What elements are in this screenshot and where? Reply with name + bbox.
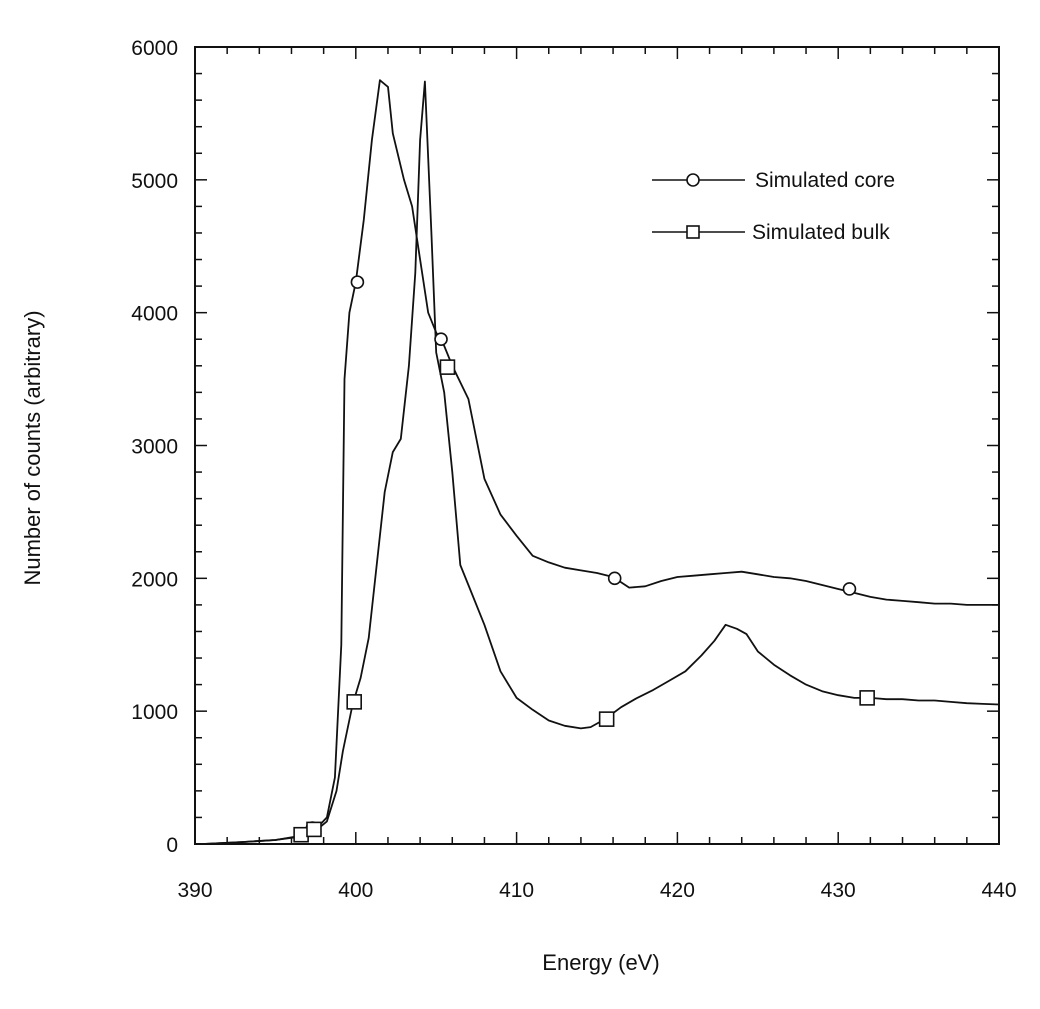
- y-tick-labels: 0 1000 2000 3000 4000 5000 6000: [131, 37, 178, 857]
- series-line-core: [202, 79, 999, 845]
- y-tick-label: 2000: [131, 568, 178, 591]
- data-point-core: [842, 582, 857, 596]
- axis-ticks: [195, 47, 999, 844]
- x-tick-label: 420: [660, 879, 695, 902]
- series-lines: [202, 79, 1000, 845]
- legend: Simulated core Simulated bulk: [652, 169, 895, 244]
- x-tick-label: 410: [499, 879, 534, 902]
- x-tick-label: 440: [981, 879, 1016, 902]
- x-tick-label: 430: [821, 879, 856, 902]
- series-markers: [293, 275, 875, 843]
- data-point-bulk: [306, 821, 322, 838]
- legend-label-bulk: Simulated bulk: [752, 221, 890, 244]
- data-point-bulk: [598, 711, 615, 727]
- y-tick-label: 1000: [131, 701, 178, 724]
- data-point-core: [434, 332, 448, 347]
- data-point-bulk: [439, 359, 456, 375]
- legend-label-core: Simulated core: [755, 169, 895, 192]
- x-tick-label: 400: [338, 879, 373, 902]
- data-point-bulk: [859, 690, 875, 706]
- y-axis-label: Number of counts (arbitrary): [20, 310, 45, 585]
- y-tick-label: 3000: [131, 436, 178, 459]
- legend-marker-core: [686, 173, 700, 187]
- x-axis-label: Energy (eV): [542, 950, 659, 975]
- y-tick-label: 4000: [131, 303, 178, 326]
- series-line-bulk: [202, 80, 1000, 845]
- x-tick-label: 390: [177, 879, 212, 902]
- y-tick-label: 5000: [131, 170, 178, 193]
- y-tick-label: 0: [166, 834, 178, 857]
- y-tick-label: 6000: [131, 37, 178, 60]
- data-point-core: [607, 571, 622, 586]
- data-point-bulk: [293, 826, 309, 843]
- legend-marker-bulk: [686, 225, 700, 239]
- data-point-core: [350, 275, 365, 289]
- data-point-bulk: [346, 694, 362, 710]
- x-tick-labels: 390 400 410 420 430 440: [177, 879, 1016, 902]
